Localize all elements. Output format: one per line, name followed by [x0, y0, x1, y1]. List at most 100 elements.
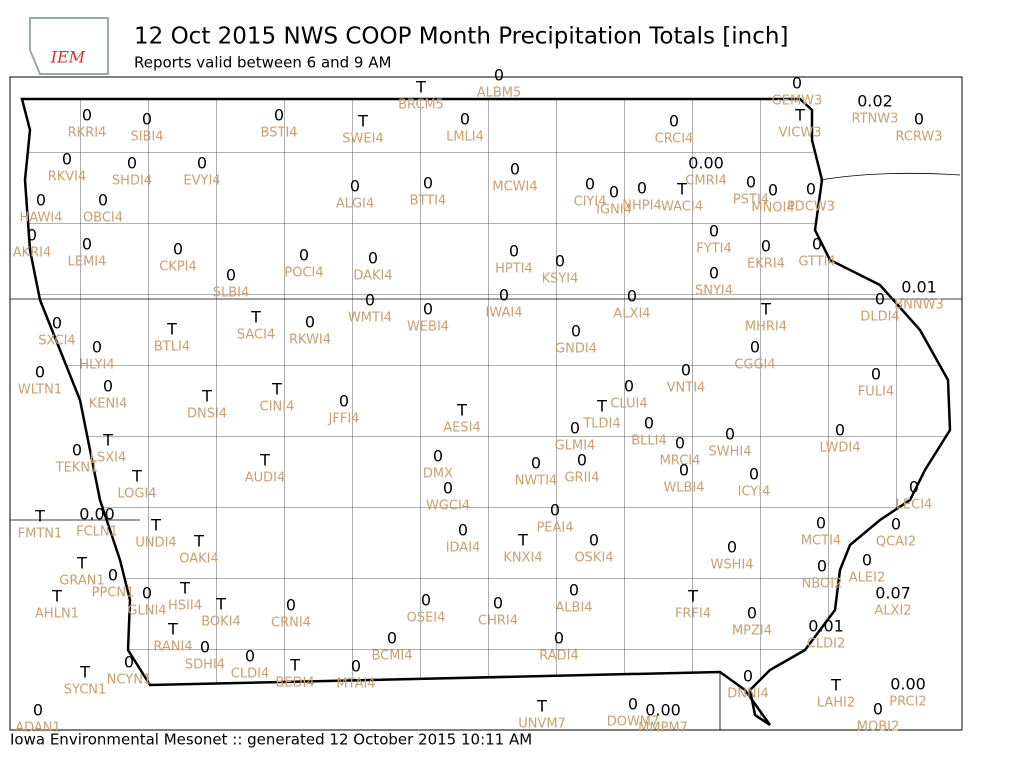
- station-id: BOKI4: [201, 615, 241, 630]
- station-value: 0.00: [79, 505, 115, 524]
- station-id: EVYI4: [183, 174, 220, 189]
- station-value: 0: [914, 110, 924, 129]
- station-value: 0: [727, 538, 737, 557]
- station-id: GRAN1: [59, 574, 104, 589]
- station-id: ALBM5: [477, 86, 522, 101]
- station-id: HLYI4: [79, 358, 114, 373]
- station-id: CLDI2: [807, 637, 845, 652]
- station-id: HAWI4: [20, 211, 63, 226]
- station-id: MRCI4: [660, 454, 701, 469]
- station-id: PDCW3: [787, 200, 835, 215]
- station-id: IDAI4: [446, 541, 481, 556]
- station-id: MMPM7: [638, 721, 688, 736]
- station-value: 0: [499, 286, 509, 305]
- station-value: 0: [108, 566, 118, 585]
- station-value: 0: [743, 667, 753, 686]
- station-value: 0: [835, 421, 845, 440]
- station-id: ADAN1: [15, 721, 61, 736]
- station-id: FRFI4: [675, 607, 711, 622]
- station-id: DOWM7: [607, 715, 660, 730]
- station-id: WGCI4: [426, 499, 470, 514]
- station-value: T: [150, 516, 161, 535]
- station-value: T: [79, 663, 90, 682]
- station-value: 0: [609, 183, 619, 202]
- station-id: ALEI2: [849, 571, 885, 586]
- station-value: 0: [637, 179, 647, 198]
- station-id: CRNI4: [271, 616, 311, 631]
- station-value: 0: [627, 287, 637, 306]
- station-id: MTAI4: [336, 677, 375, 692]
- station-value: 0: [423, 174, 433, 193]
- station-value: T: [51, 587, 62, 606]
- station-value: T: [215, 595, 226, 614]
- station-value: T: [794, 106, 805, 125]
- station-id: BTTI4: [410, 194, 447, 209]
- station-value: 0: [274, 106, 284, 125]
- station-id: OBCI4: [83, 211, 123, 226]
- station-value: 0: [368, 249, 378, 268]
- station-id: NWTI4: [515, 474, 558, 489]
- station-id: GLMI4: [555, 439, 596, 454]
- station-value: 0: [510, 160, 520, 179]
- station-value: 0: [550, 501, 560, 520]
- station-id: AUDI4: [245, 471, 286, 486]
- station-value: 0: [675, 434, 685, 453]
- station-id: PSTI4: [733, 193, 769, 208]
- station-value: 0: [52, 314, 62, 333]
- station-value: 0: [577, 451, 587, 470]
- station-id: FULI4: [858, 385, 894, 400]
- iowa-counties: [20, 97, 952, 727]
- station-id: ALGI4: [336, 197, 374, 212]
- station-value: 0: [72, 441, 82, 460]
- station-id: LECI4: [896, 498, 933, 513]
- station-id: CINI4: [260, 400, 295, 415]
- station-value: 0.07: [875, 584, 911, 603]
- station-id: BEDI4: [275, 676, 314, 691]
- station-value: 0: [891, 515, 901, 534]
- station-id: BTLI4: [154, 340, 190, 355]
- station-id: GEMW3: [772, 94, 823, 109]
- station-id: OSKI4: [574, 551, 613, 566]
- station-id: AKRI4: [13, 246, 52, 261]
- station-id: RKVI4: [48, 170, 87, 185]
- station-id: JFFI4: [328, 412, 360, 427]
- station-id: SDHI4: [185, 658, 225, 673]
- station-value: T: [760, 300, 771, 319]
- station-id: GTTI4: [798, 255, 835, 270]
- station-id: SYCN1: [64, 683, 107, 698]
- station-value: 0: [873, 700, 883, 719]
- station-value: 0: [142, 110, 152, 129]
- station-id: DMX: [423, 467, 453, 482]
- station-id: MOBI2: [857, 720, 899, 735]
- station-id: TEKN1: [55, 461, 99, 476]
- station-value: 0.00: [645, 701, 681, 720]
- station-id: DNNI4: [727, 687, 769, 702]
- station-value: 0.00: [890, 675, 926, 694]
- station-id: KSYI4: [542, 272, 579, 287]
- station-value: 0: [33, 701, 43, 720]
- station-value: 0: [669, 112, 679, 131]
- station-value: 0: [624, 377, 634, 396]
- station-value: 0: [350, 177, 360, 196]
- station-id: GLNI4: [127, 604, 166, 619]
- station-value: 0: [749, 465, 759, 484]
- station-id: BCMI4: [371, 649, 412, 664]
- station-value: 0: [792, 74, 802, 93]
- station-id: LEMI4: [68, 255, 107, 270]
- station-value: T: [415, 78, 426, 97]
- station-id: ALXI4: [613, 307, 650, 322]
- station-value: 0: [862, 551, 872, 570]
- station-id: ALBI4: [555, 601, 592, 616]
- station-value: 0: [351, 657, 361, 676]
- station-value: 0: [709, 264, 719, 283]
- station-value: 0.00: [688, 154, 724, 173]
- station-value: 0: [387, 629, 397, 648]
- station-value: 0: [909, 478, 919, 497]
- station-id: DLDI4: [860, 310, 899, 325]
- station-value: 0: [299, 246, 309, 265]
- station-id: GRII4: [564, 471, 599, 486]
- station-value: 0: [681, 361, 691, 380]
- station-id: DNSI4: [187, 407, 227, 422]
